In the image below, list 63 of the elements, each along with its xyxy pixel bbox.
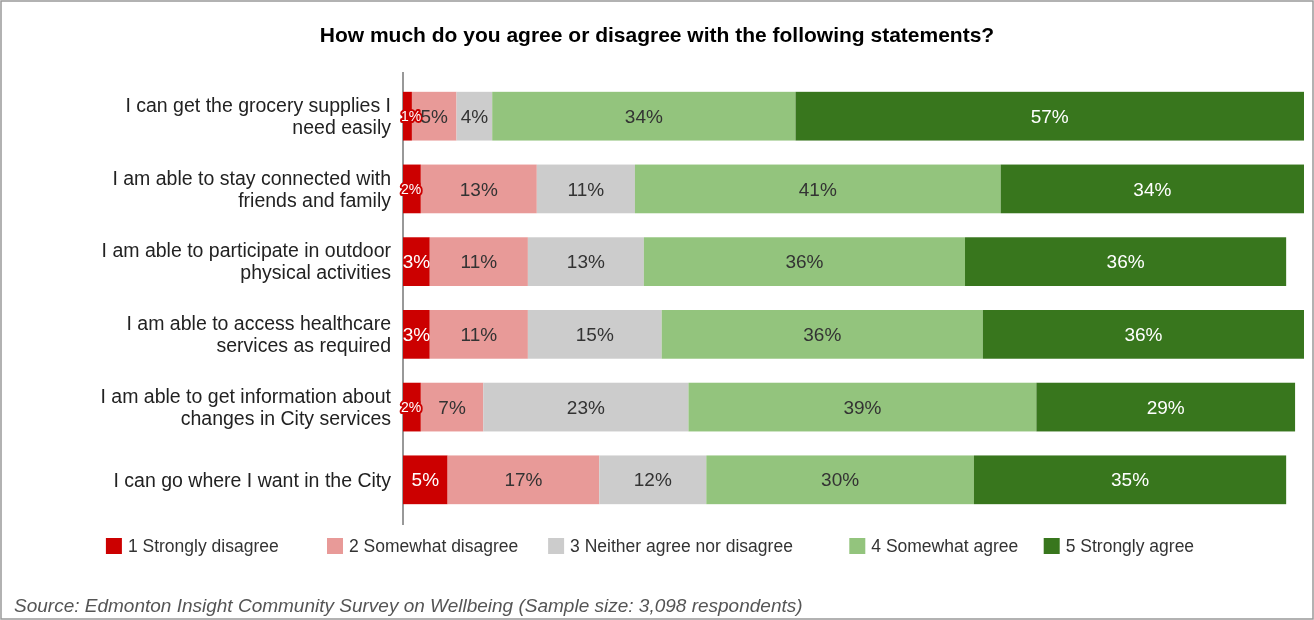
- bar: [536, 164, 635, 214]
- data-label: 4%: [460, 105, 489, 127]
- data-label: 3%: [402, 251, 431, 273]
- legend-label: 4 Somewhat agree: [871, 536, 1019, 557]
- bar: [527, 237, 644, 286]
- bar: [643, 237, 966, 286]
- data-label: 36%: [803, 324, 842, 346]
- bar: [447, 455, 600, 505]
- data-label: 30%: [821, 469, 860, 491]
- y-tick-label: I can get the grocery supplies I need easily: [125, 94, 392, 139]
- bar: [492, 91, 796, 141]
- bar: [688, 382, 1037, 432]
- y-tick-label: I am able to access healthcare services as required: [126, 312, 391, 357]
- data-label: 17%: [504, 469, 543, 491]
- bar: [1036, 382, 1296, 432]
- data-label: 34%: [624, 105, 663, 127]
- data-label: 7%: [438, 396, 466, 418]
- data-label: 36%: [1106, 251, 1145, 273]
- bar: [403, 455, 448, 505]
- data-label: 11%: [460, 251, 498, 273]
- bar: [706, 455, 974, 505]
- bar: [599, 455, 707, 505]
- y-tick-label: I can go where I want in the City: [113, 468, 392, 491]
- bar: [982, 310, 1304, 359]
- chart-title: How much do you agree or disagree with the following statements?: [319, 23, 995, 46]
- y-tick-label: I am able to get information about changes in City services: [100, 384, 392, 429]
- bar: [429, 310, 528, 359]
- data-label: 36%: [785, 251, 824, 273]
- data-label: 36%: [1124, 324, 1163, 346]
- data-label: 3%: [402, 324, 431, 346]
- data-label: 34%: [1133, 178, 1172, 200]
- data-label: 5%: [420, 105, 449, 127]
- source-note: Source: Edmonton Insight Community Survey on Wellbeing (Sample size: 3,098 respondents): [14, 595, 803, 616]
- bar: [1000, 164, 1304, 214]
- bar: [965, 237, 1287, 286]
- data-label: 11%: [460, 324, 498, 346]
- data-label: 23%: [566, 396, 605, 418]
- bar: [420, 164, 537, 214]
- legend-label: 2 Somewhat disagree: [349, 536, 519, 557]
- legend-label: 3 Neither agree nor disagree: [570, 536, 793, 557]
- bar: [634, 164, 1001, 214]
- data-label: 12%: [633, 469, 672, 491]
- data-label: 35%: [1111, 469, 1150, 491]
- data-label: 57%: [1030, 105, 1069, 127]
- data-label: 13%: [459, 178, 498, 200]
- data-label: 13%: [566, 251, 605, 273]
- bar: [795, 91, 1304, 141]
- bar: [429, 237, 528, 286]
- data-label: 11%: [567, 178, 605, 200]
- y-tick-label: I am able to participate in outdoor physical activities: [101, 239, 392, 284]
- bar: [420, 382, 484, 432]
- y-tick-label: I am able to stay connected with friends and family: [112, 166, 392, 211]
- data-label: 41%: [798, 178, 837, 200]
- data-label: 39%: [843, 396, 882, 418]
- data-label: 15%: [575, 324, 614, 346]
- bar: [483, 382, 689, 432]
- bar: [973, 455, 1287, 505]
- bar: [661, 310, 983, 359]
- bar: [527, 310, 662, 359]
- data-label: 5%: [411, 469, 440, 491]
- legend-label: 1 Strongly disagree: [127, 536, 279, 557]
- legend-label: 5 Strongly agree: [1065, 536, 1195, 557]
- data-label: 29%: [1146, 396, 1185, 418]
